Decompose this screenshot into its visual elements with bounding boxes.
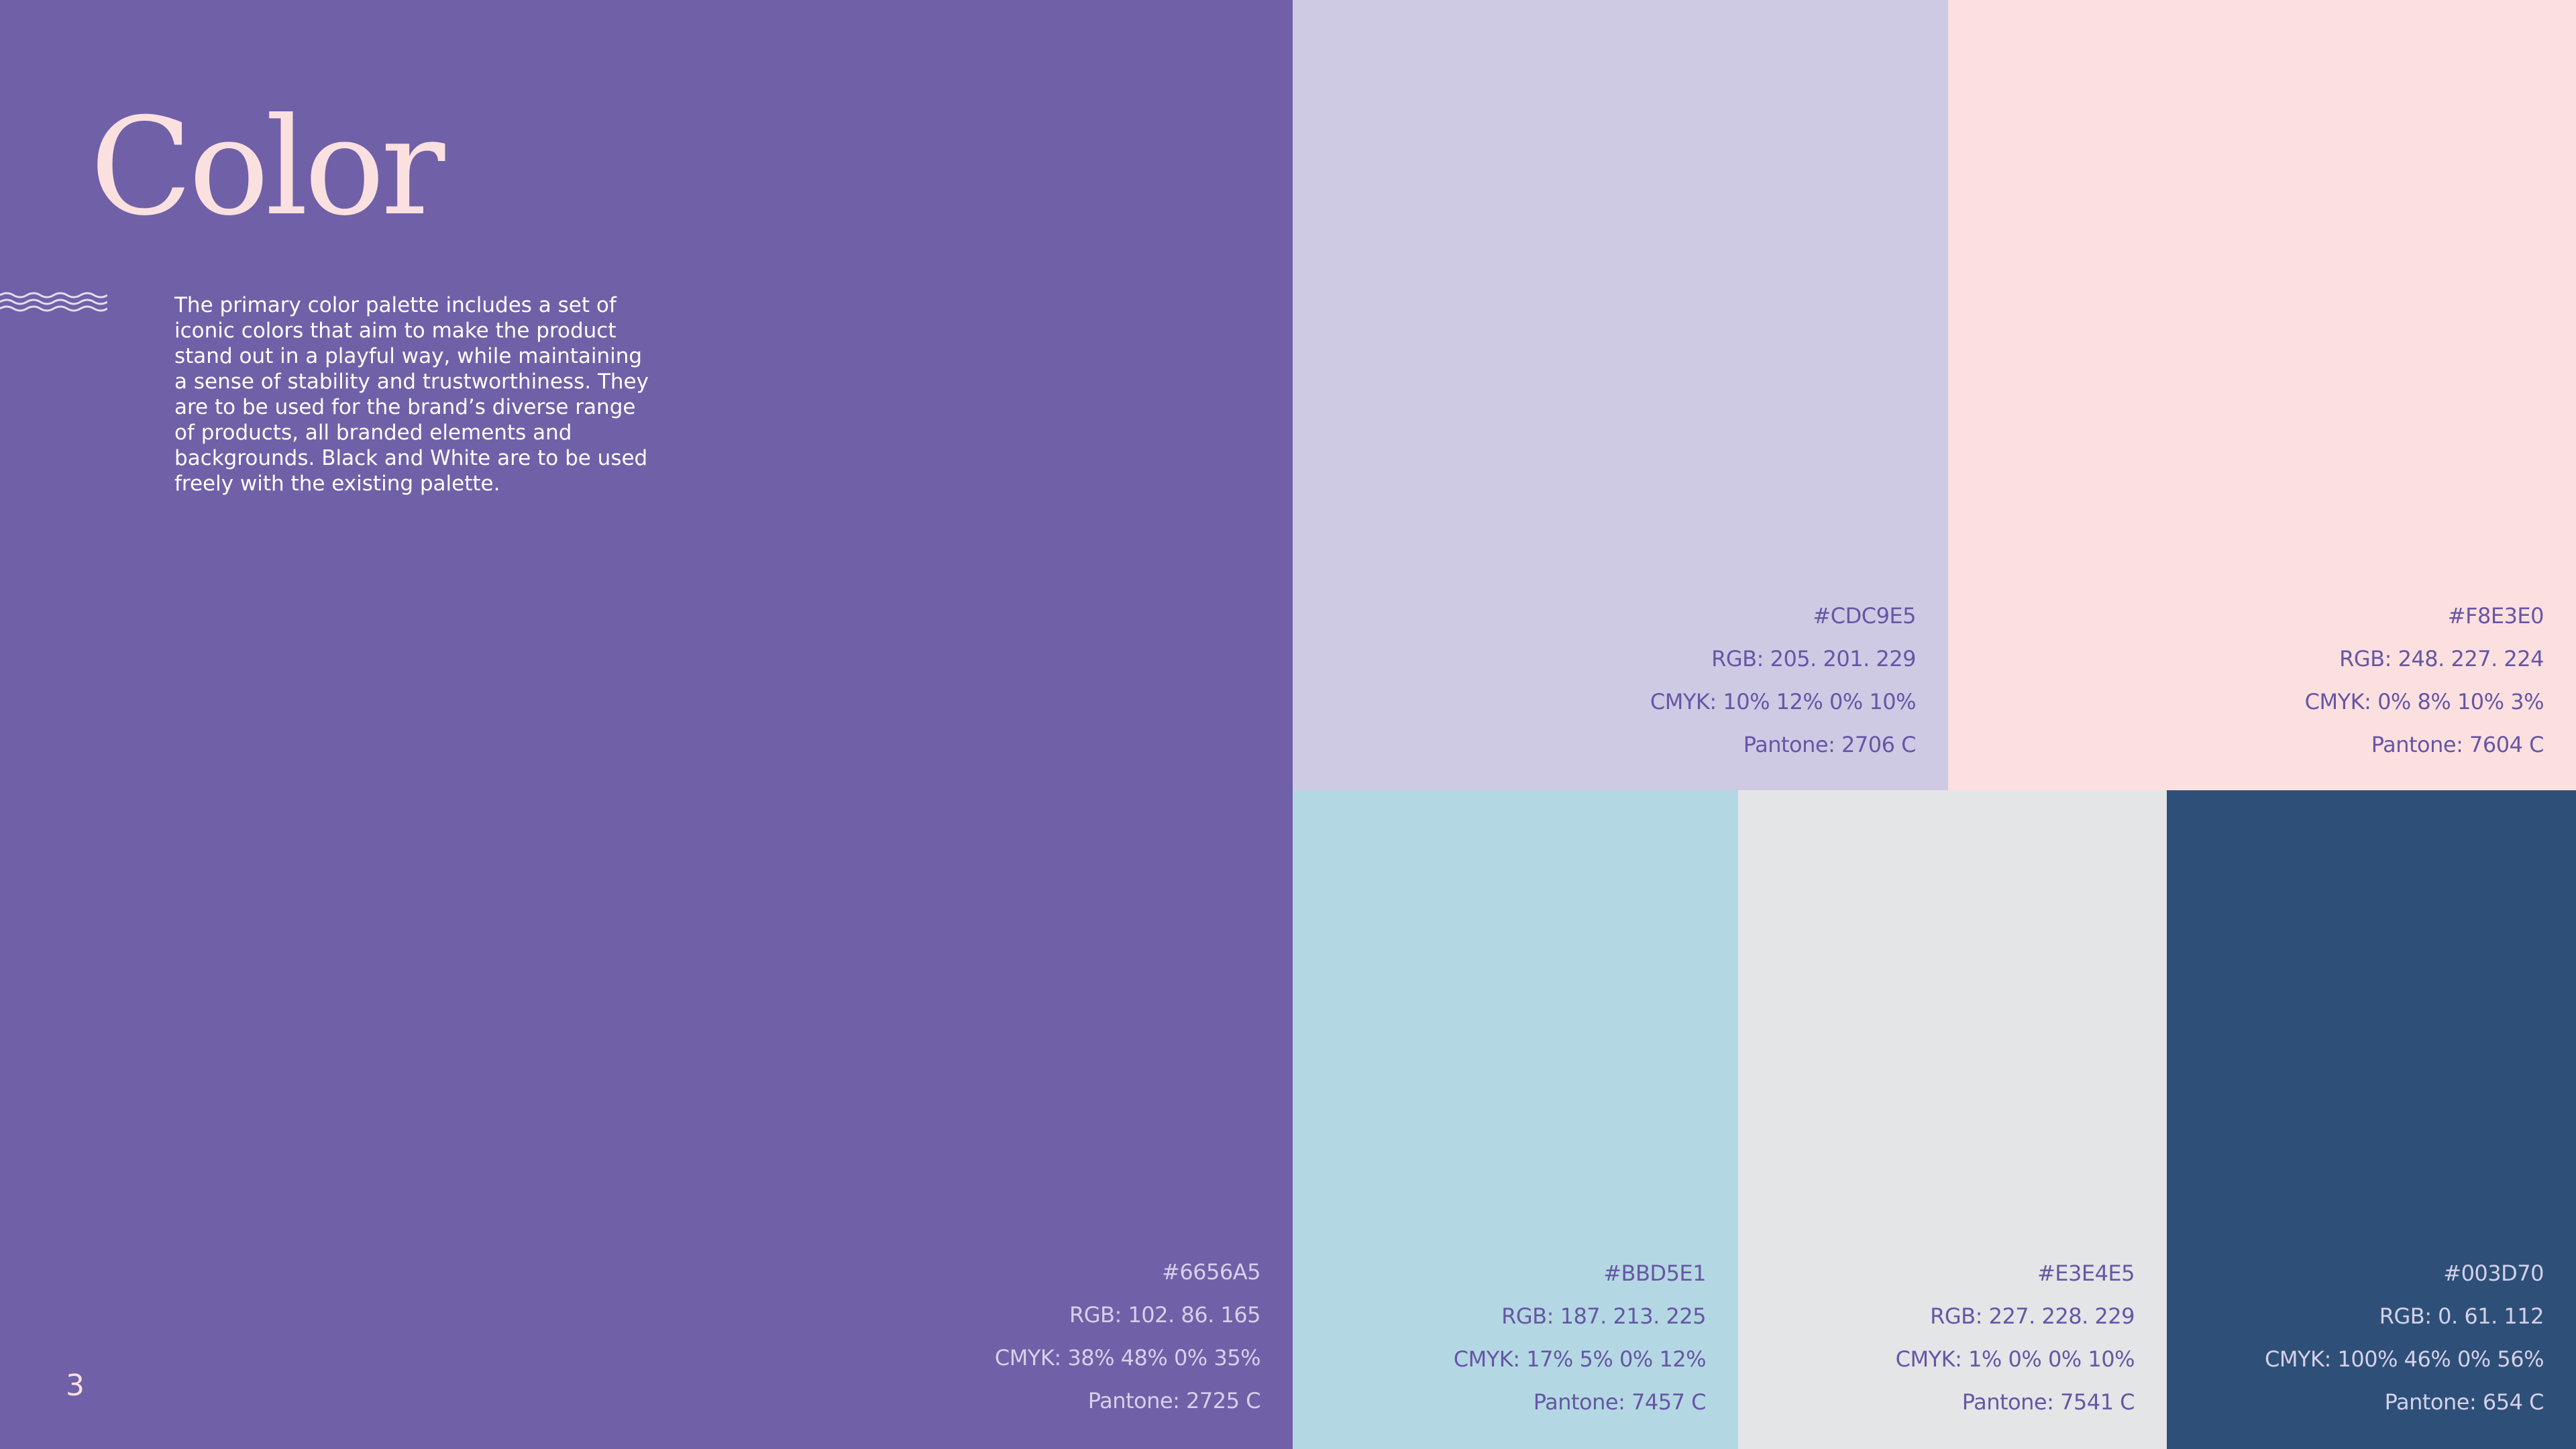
swatch-hex: #E3E4E5 bbox=[2037, 1260, 2135, 1286]
swatch-pantone: Pantone: 2725 C bbox=[1087, 1388, 1261, 1413]
color-swatch: #003D70 RGB: 0. 61. 112 CMYK: 100% 46% 0% … bbox=[2167, 790, 2576, 1449]
swatch-hex: #F8E3E0 bbox=[2447, 603, 2544, 629]
swatch-pantone: Pantone: 7604 C bbox=[2371, 732, 2544, 757]
swatch-pantone: Pantone: 7541 C bbox=[1962, 1389, 2135, 1415]
swatch-info: #BBD5E1 RGB: 187. 213. 225 CMYK: 17% 5% 0%… bbox=[1453, 1252, 1707, 1424]
swatch-pantone: Pantone: 7457 C bbox=[1533, 1389, 1707, 1415]
swatch-cmyk: CMYK: 0% 8% 10% 3% bbox=[2304, 689, 2544, 714]
swatch-rgb: RGB: 227. 228. 229 bbox=[1930, 1303, 2135, 1329]
swatch-rgb: RGB: 187. 213. 225 bbox=[1501, 1303, 1706, 1329]
swatch-hex: #CDC9E5 bbox=[1813, 603, 1916, 629]
color-swatch: #BBD5E1 RGB: 187. 213. 225 CMYK: 17% 5% 0%… bbox=[1293, 790, 1738, 1449]
swatch-info: #6656A5 RGB: 102. 86. 165 CMYK: 38% 48% 0%… bbox=[994, 1250, 1261, 1422]
swatch-rgb: RGB: 0. 61. 112 bbox=[2379, 1303, 2544, 1329]
swatch-hex: #6656A5 bbox=[1162, 1259, 1261, 1285]
swatch-cmyk: CMYK: 17% 5% 0% 12% bbox=[1453, 1346, 1707, 1372]
swatch-cmyk: CMYK: 10% 12% 0% 10% bbox=[1650, 689, 1917, 714]
swatch-rgb: RGB: 102. 86. 165 bbox=[1069, 1302, 1261, 1328]
swatch-pantone: Pantone: 2706 C bbox=[1743, 732, 1917, 757]
swatch-info: #E3E4E5 RGB: 227. 228. 229 CMYK: 1% 0% 0% … bbox=[1896, 1252, 2135, 1424]
swatch-rgb: RGB: 248. 227. 224 bbox=[2339, 646, 2544, 672]
swatch-info: #F8E3E0 RGB: 248. 227. 224 CMYK: 0% 8% 10%… bbox=[2305, 594, 2544, 766]
swatch-cmyk: CMYK: 38% 48% 0% 35% bbox=[994, 1345, 1261, 1371]
swatch-info: #CDC9E5 RGB: 205. 201. 229 CMYK: 10% 12% 0… bbox=[1650, 594, 1917, 766]
page-number: 3 bbox=[66, 1368, 85, 1403]
swatch-hex: #003D70 bbox=[2443, 1260, 2544, 1286]
wave-ornament bbox=[0, 292, 107, 312]
swatch-pantone: Pantone: 654 C bbox=[2384, 1389, 2544, 1415]
color-swatch: #6656A5 RGB: 102. 86. 165 CMYK: 38% 48% 0%… bbox=[0, 0, 1293, 1449]
color-swatch: #F8E3E0 RGB: 248. 227. 224 CMYK: 0% 8% 10%… bbox=[1948, 0, 2576, 790]
color-swatch: #E3E4E5 RGB: 227. 228. 229 CMYK: 1% 0% 0% … bbox=[1738, 790, 2167, 1449]
color-swatch: #CDC9E5 RGB: 205. 201. 229 CMYK: 10% 12% 0… bbox=[1293, 0, 1948, 790]
swatch-hex: #BBD5E1 bbox=[1603, 1260, 1706, 1286]
swatch-cmyk: CMYK: 100% 46% 0% 56% bbox=[2265, 1346, 2544, 1372]
swatch-rgb: RGB: 205. 201. 229 bbox=[1711, 646, 1916, 672]
description: The primary color palette includes a set… bbox=[174, 293, 649, 496]
swatch-info: #003D70 RGB: 0. 61. 112 CMYK: 100% 46% 0% … bbox=[2265, 1252, 2544, 1424]
page-title: Color bbox=[90, 89, 445, 246]
swatch-cmyk: CMYK: 1% 0% 0% 10% bbox=[1895, 1346, 2135, 1372]
